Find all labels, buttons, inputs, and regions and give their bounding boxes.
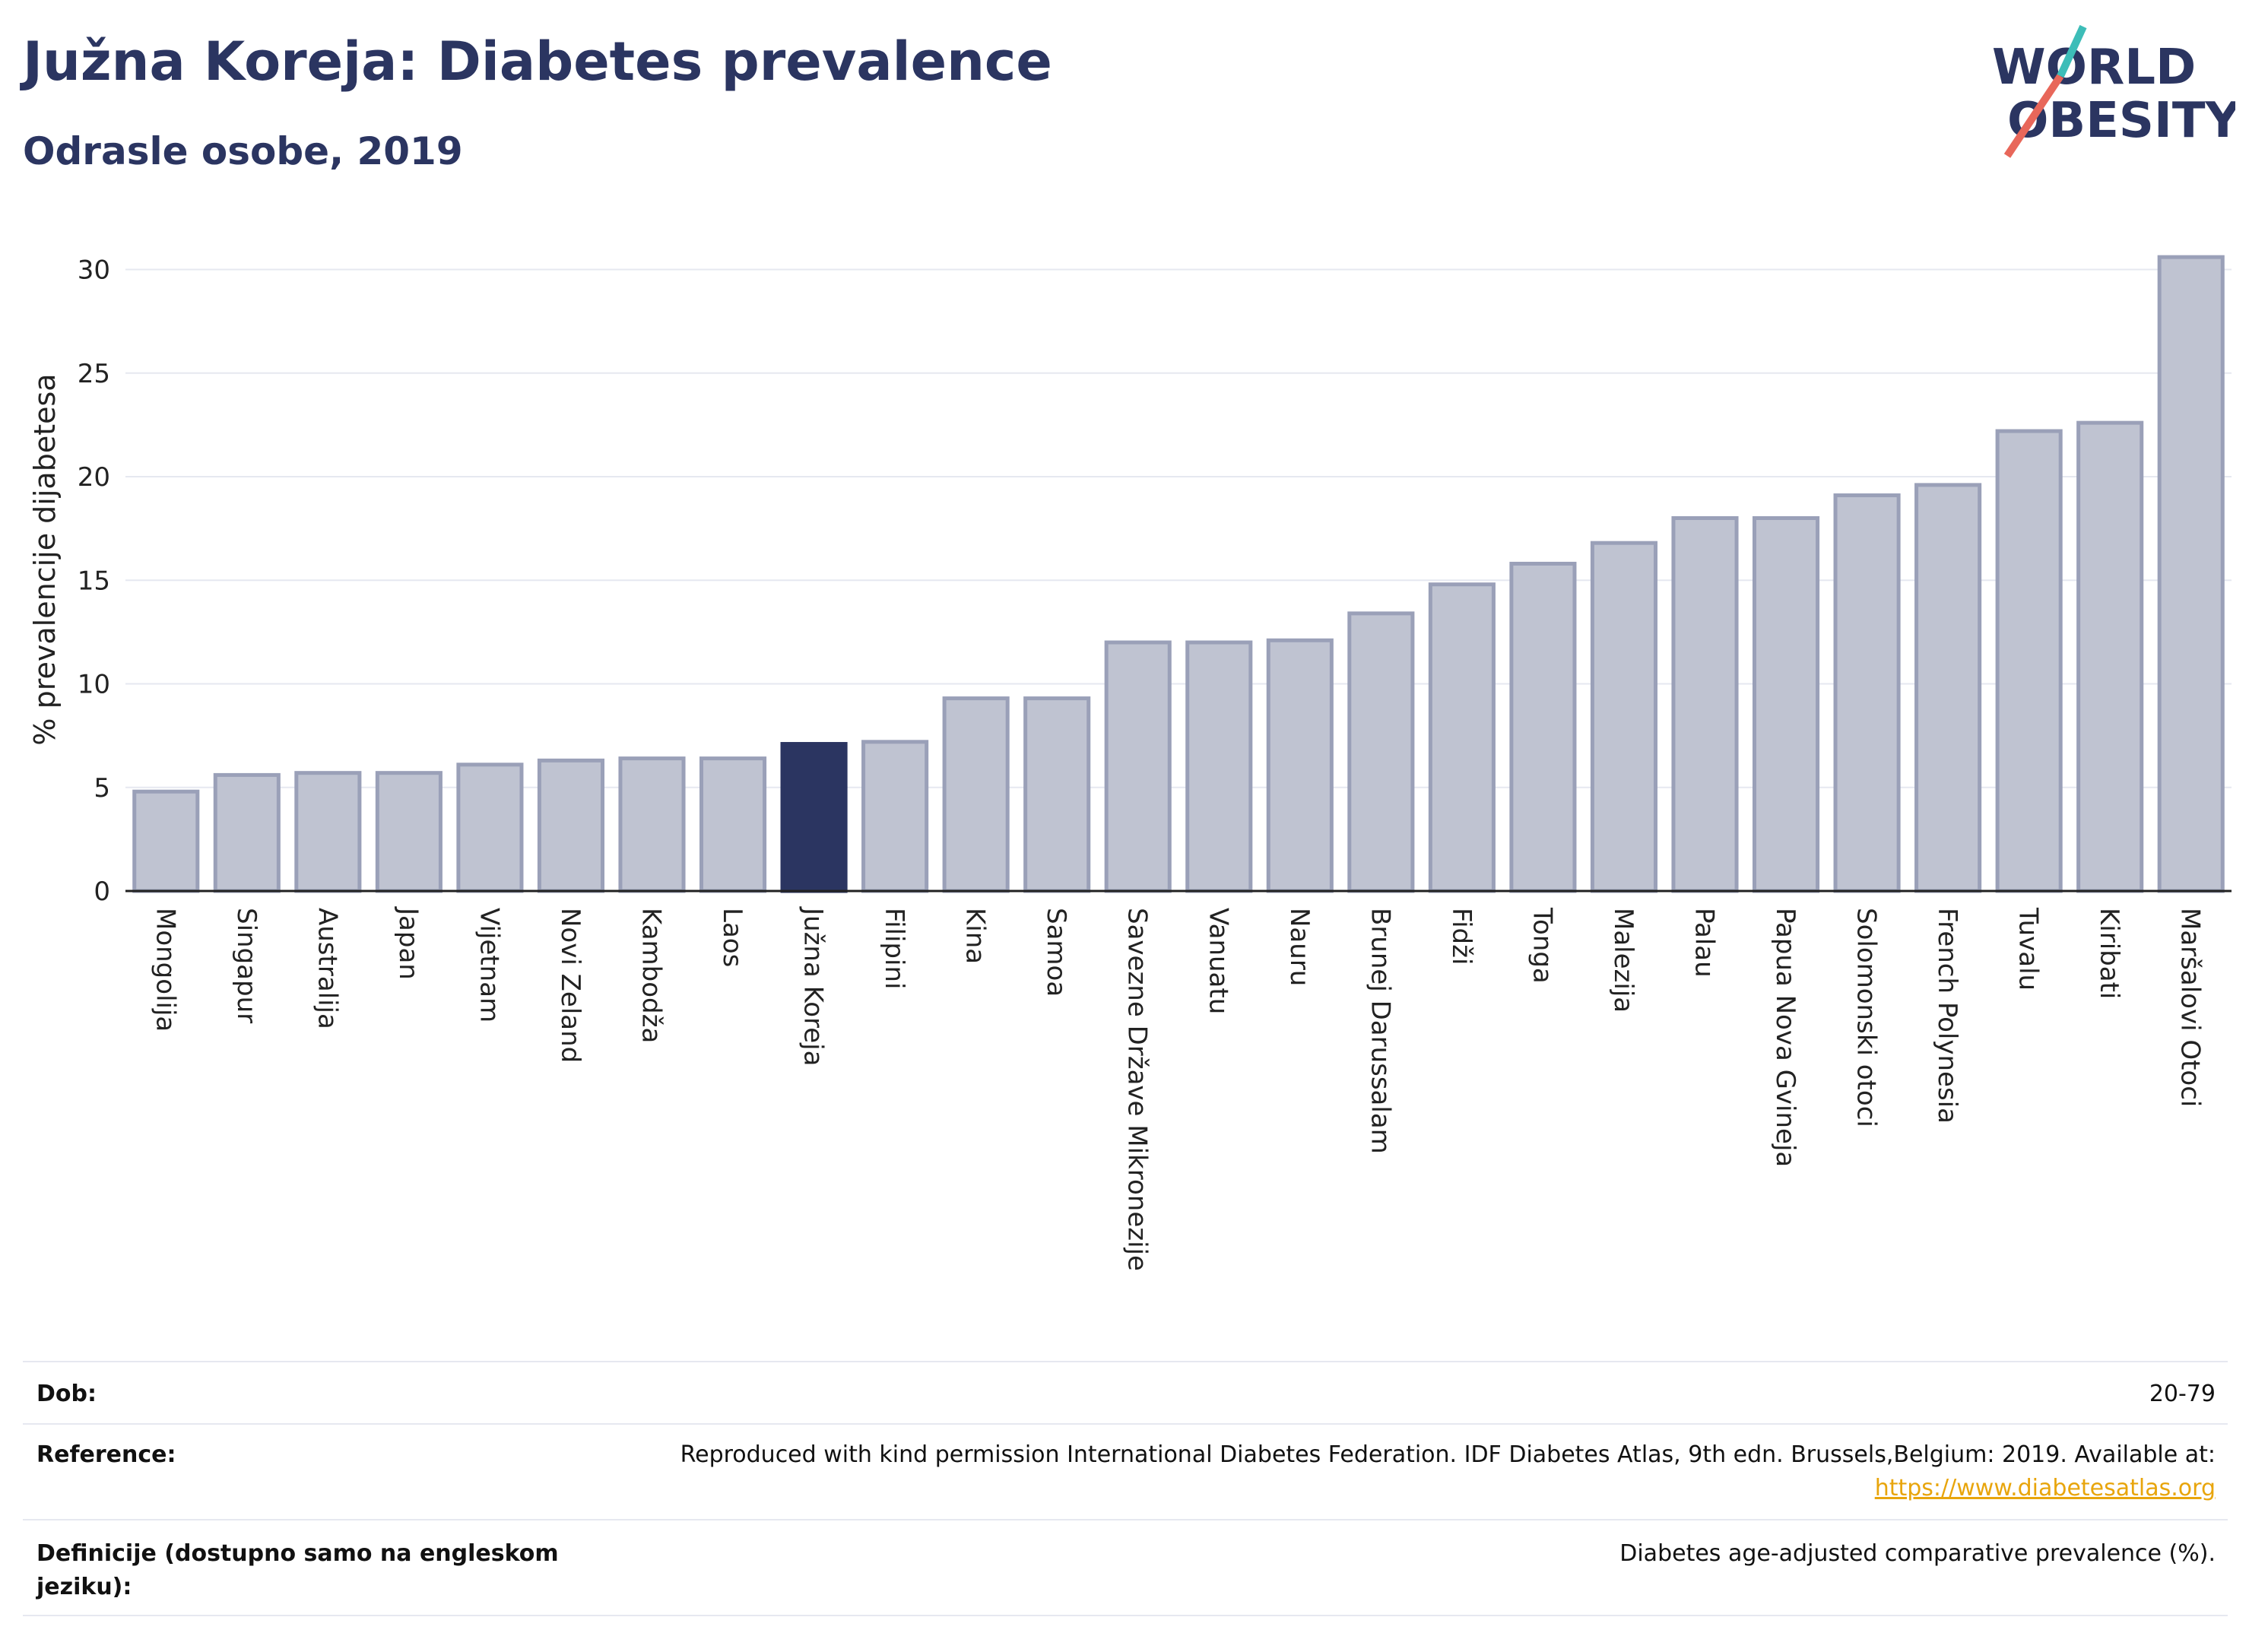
x-tick-label: Japan xyxy=(393,906,423,980)
page-subtitle: Odrasle osobe, 2019 xyxy=(23,129,463,173)
x-tick-label: Vanuatu xyxy=(1203,908,1233,1014)
definition-label: Definicije (dostupno samo na engleskom j… xyxy=(36,1540,559,1600)
x-tick-label: Tuvalu xyxy=(2013,907,2044,991)
logo-slash-teal xyxy=(2057,24,2087,78)
bar xyxy=(213,772,281,893)
bar xyxy=(1671,516,1739,893)
x-tick-label: Palau xyxy=(1689,908,1720,978)
bar xyxy=(1185,640,1253,893)
x-tick-label: Malezija xyxy=(1608,908,1638,1013)
x-tick-label: Solomonski otoci xyxy=(1851,908,1882,1127)
y-tick-label: 30 xyxy=(78,255,110,286)
bar xyxy=(294,771,362,893)
bar xyxy=(1914,483,1982,893)
bar-chart: 0 5 10 15 20 25 30 % prevalencije dijabetesa Mon… xyxy=(28,255,2232,1271)
x-tick-label: Singapur xyxy=(231,908,262,1023)
reference-value: Reproduced with kind permission Internat… xyxy=(619,1438,2216,1505)
reference-link[interactable]: https://www.diabetesatlas.org xyxy=(1874,1475,2216,1501)
bar xyxy=(1509,561,1577,893)
x-tick-label: Samoa xyxy=(1041,908,1071,997)
x-tick-label: Mongolija xyxy=(150,908,180,1032)
bar xyxy=(1833,493,1901,893)
bar xyxy=(1266,638,1334,893)
x-tick-label: Maršalovi Otoci xyxy=(2175,908,2206,1107)
logo-slash-red xyxy=(2003,74,2064,158)
x-tick-label: Papua Nova Gvineja xyxy=(1770,908,1800,1167)
x-tick-label: Južna Koreja xyxy=(798,906,829,1066)
y-tick-label: 25 xyxy=(78,359,110,389)
meta-table-bottom-border xyxy=(23,1615,2228,1616)
x-tick-label: Vijetnam xyxy=(474,908,504,1023)
bar xyxy=(132,789,200,893)
bar xyxy=(456,763,524,893)
bar xyxy=(1347,611,1415,893)
x-tick-label: Novi Zeland xyxy=(555,908,585,1063)
meta-row-age: Dob: 20-79 xyxy=(23,1361,2228,1425)
x-tick-label: Laos xyxy=(717,908,747,967)
world-obesity-logo: WORLD OBESITY xyxy=(1992,24,2235,158)
bar xyxy=(375,771,443,893)
bar xyxy=(2157,255,2225,893)
age-value: 20-79 xyxy=(2149,1381,2216,1407)
y-axis-label: % prevalencije dijabetesa xyxy=(28,373,62,745)
bar xyxy=(1995,429,2063,893)
bar xyxy=(2076,420,2144,893)
reference-text: Reproduced with kind permission Internat… xyxy=(680,1441,2216,1468)
x-tick-label: Brunej Darussalam xyxy=(1365,908,1395,1154)
x-tick-label: Tonga xyxy=(1527,907,1557,984)
bar xyxy=(1428,582,1496,893)
x-tick-label: Fidži xyxy=(1446,908,1477,965)
x-tick-label: Kina xyxy=(960,908,991,964)
bar xyxy=(1104,640,1172,893)
y-tick-label: 0 xyxy=(94,877,110,907)
y-tick-label: 20 xyxy=(78,462,110,493)
y-tick-label: 5 xyxy=(94,773,110,804)
x-tick-label: Savezne Države Mikronezije xyxy=(1122,908,1153,1271)
x-tick-label: Filipini xyxy=(879,908,909,989)
x-tick-label: Kiribati xyxy=(2094,908,2124,999)
meta-row-definition: Definicije (dostupno samo na engleskom j… xyxy=(23,1519,2228,1616)
bar xyxy=(1590,541,1658,893)
bar xyxy=(618,756,686,893)
bar xyxy=(942,696,1010,893)
logo-line1: WORLD xyxy=(1992,40,2196,96)
bar xyxy=(699,756,767,893)
bar xyxy=(537,758,605,893)
meta-row-reference: Reference: Reproduced with kind permissi… xyxy=(23,1423,2228,1520)
bar xyxy=(1023,696,1091,893)
page-title: Južna Koreja: Diabetes prevalence xyxy=(23,30,1052,93)
bar xyxy=(780,742,848,893)
x-tick-label: Australija xyxy=(312,908,342,1029)
bar xyxy=(1752,516,1820,893)
reference-label: Reference: xyxy=(36,1441,176,1468)
definition-value: Diabetes age-adjusted comparative preval… xyxy=(1619,1540,2216,1567)
bar xyxy=(861,740,929,893)
x-tick-label: Nauru xyxy=(1284,908,1315,986)
y-tick-label: 15 xyxy=(78,566,110,596)
x-tick-label: French Polynesia xyxy=(1932,908,1962,1124)
age-label: Dob: xyxy=(36,1381,97,1407)
x-tick-label: Kambodža xyxy=(636,908,667,1043)
y-tick-label: 10 xyxy=(78,670,110,700)
